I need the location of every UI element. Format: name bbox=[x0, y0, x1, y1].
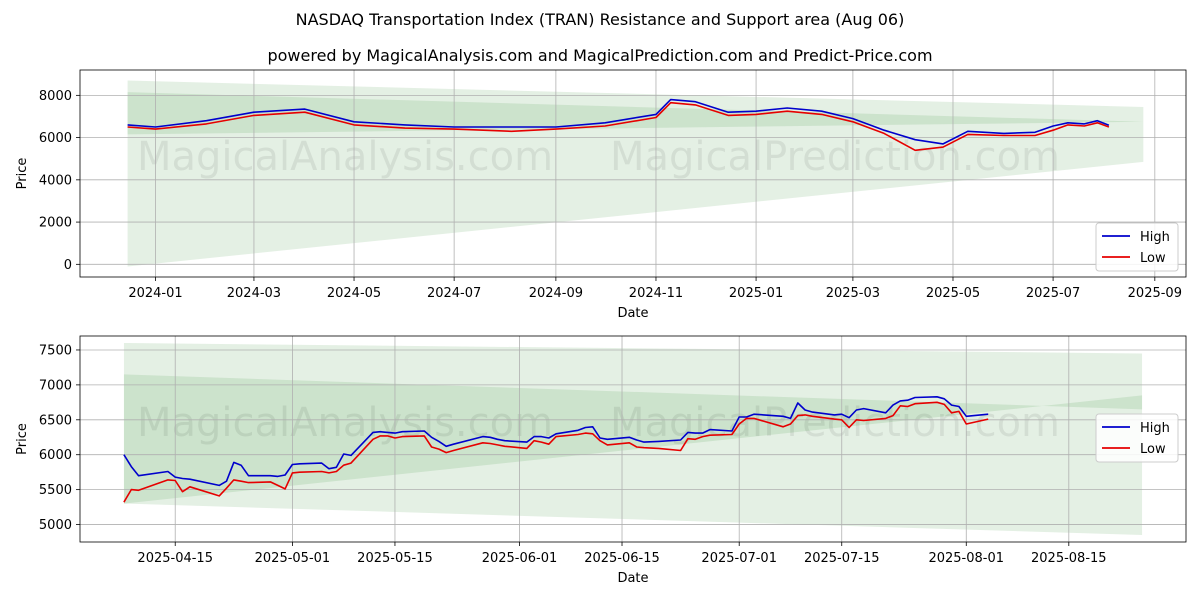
series-line-low bbox=[127, 101, 1110, 152]
plot-frame bbox=[79, 335, 1187, 543]
legend: High Low bbox=[1095, 413, 1179, 463]
watermark: MagicalAnalysis.com bbox=[137, 134, 553, 180]
x-tick-label: 2024-09 bbox=[529, 286, 583, 301]
legend-label-high: High bbox=[1140, 230, 1170, 245]
series-line-high bbox=[127, 98, 1110, 145]
legend-label-low: Low bbox=[1140, 251, 1166, 266]
x-tick-label: 2025-08-15 bbox=[1031, 551, 1107, 566]
x-tick-label: 2025-05 bbox=[926, 286, 980, 301]
y-tick-label: 8000 bbox=[39, 89, 72, 104]
chart-2: MagicalAnalysis.com MagicalPrediction.com… bbox=[15, 335, 1187, 586]
chart-1: MagicalAnalysis.com MagicalPrediction.com… bbox=[15, 69, 1187, 321]
y-tick-label: 7500 bbox=[39, 343, 72, 358]
y-tick-label: 6500 bbox=[39, 413, 72, 428]
x-tick-label: 2024-03 bbox=[227, 286, 281, 301]
x-tick-label: 2025-03 bbox=[826, 286, 880, 301]
y-tick-label: 0 bbox=[64, 258, 72, 273]
series-line-high bbox=[123, 396, 989, 487]
y-axis-label: Price bbox=[15, 423, 30, 455]
y-tick-label: 4000 bbox=[39, 173, 72, 188]
x-tick-label: 2025-08-01 bbox=[928, 551, 1004, 566]
y-tick-label: 7000 bbox=[39, 378, 72, 393]
chart-title: NASDAQ Transportation Index (TRAN) Resis… bbox=[295, 10, 905, 29]
y-tick-label: 6000 bbox=[39, 131, 72, 146]
y-tick-label: 5000 bbox=[39, 518, 72, 533]
x-tick-label: 2025-09 bbox=[1128, 286, 1182, 301]
y-tick-label: 5500 bbox=[39, 483, 72, 498]
legend: High Low bbox=[1095, 222, 1179, 272]
x-tick-label: 2025-05-15 bbox=[357, 551, 433, 566]
y-tick-label: 6000 bbox=[39, 448, 72, 463]
x-axis-label: Date bbox=[617, 306, 648, 321]
watermark: MagicalPrediction.com bbox=[610, 400, 1060, 446]
x-tick-label: 2025-01 bbox=[729, 286, 783, 301]
series-line-low bbox=[123, 401, 989, 503]
y-axis-label: Price bbox=[15, 158, 30, 190]
x-tick-label: 2024-07 bbox=[427, 286, 481, 301]
x-tick-label: 2025-06-15 bbox=[584, 551, 660, 566]
legend-box bbox=[1095, 413, 1179, 463]
x-tick-label: 2024-01 bbox=[128, 286, 182, 301]
legend-label-high: High bbox=[1140, 421, 1170, 436]
legend-label-low: Low bbox=[1140, 442, 1166, 457]
x-tick-label: 2025-05-01 bbox=[255, 551, 331, 566]
x-tick-label: 2025-07 bbox=[1026, 286, 1080, 301]
x-axis-label: Date bbox=[617, 571, 648, 586]
watermark: MagicalAnalysis.com bbox=[137, 400, 553, 446]
y-tick-label: 2000 bbox=[39, 216, 72, 231]
watermark: MagicalPrediction.com bbox=[610, 134, 1060, 180]
x-tick-label: 2024-11 bbox=[629, 286, 683, 301]
chart-subtitle: powered by MagicalAnalysis.com and Magic… bbox=[267, 46, 933, 65]
x-tick-label: 2024-05 bbox=[327, 286, 381, 301]
x-tick-label: 2025-04-15 bbox=[137, 551, 213, 566]
legend-box bbox=[1095, 222, 1179, 272]
x-tick-label: 2025-06-01 bbox=[482, 551, 558, 566]
plot-frame bbox=[79, 69, 1187, 278]
x-tick-label: 2025-07-01 bbox=[701, 551, 777, 566]
x-tick-label: 2025-07-15 bbox=[804, 551, 880, 566]
